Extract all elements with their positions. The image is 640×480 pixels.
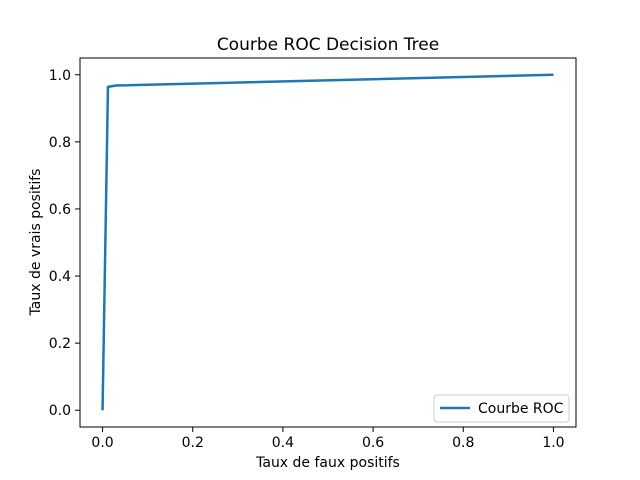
x-tick-label: 1.0: [542, 435, 564, 451]
series-line-courbe-roc: [101, 73, 554, 411]
y-tick-label: 0.2: [49, 336, 71, 352]
legend-box: [433, 394, 570, 423]
y-axis-ticks: 0.0 0.2 0.4 0.6 0.8 1.0: [49, 68, 80, 419]
axes-frame: [79, 57, 577, 428]
chart-title: Courbe ROC Decision Tree: [217, 35, 439, 55]
axes-background: [80, 58, 576, 427]
series-layer: [101, 73, 554, 411]
x-tick-label: 0.6: [362, 435, 384, 451]
y-tick-label: 0.8: [49, 135, 71, 151]
y-tick-label: 0.4: [49, 269, 71, 285]
y-axis-label: Taux de vrais positifs: [28, 169, 44, 317]
x-axis-label: Taux de faux positifs: [255, 455, 400, 471]
x-tick-label: 0.8: [452, 435, 474, 451]
x-tick-label: 0.2: [182, 435, 204, 451]
x-tick-label: 0.0: [91, 435, 113, 451]
legend-label-courbe-roc: Courbe ROC: [478, 401, 564, 417]
legend: Courbe ROC: [433, 394, 570, 423]
plot-area: [80, 58, 576, 427]
y-tick-label: 1.0: [49, 68, 71, 84]
y-tick-label: 0.0: [49, 403, 71, 419]
x-axis-ticks: 0.0 0.2 0.4 0.6 0.8 1.0: [91, 427, 565, 451]
y-tick-label: 0.6: [49, 202, 71, 218]
x-tick-label: 0.4: [272, 435, 294, 451]
